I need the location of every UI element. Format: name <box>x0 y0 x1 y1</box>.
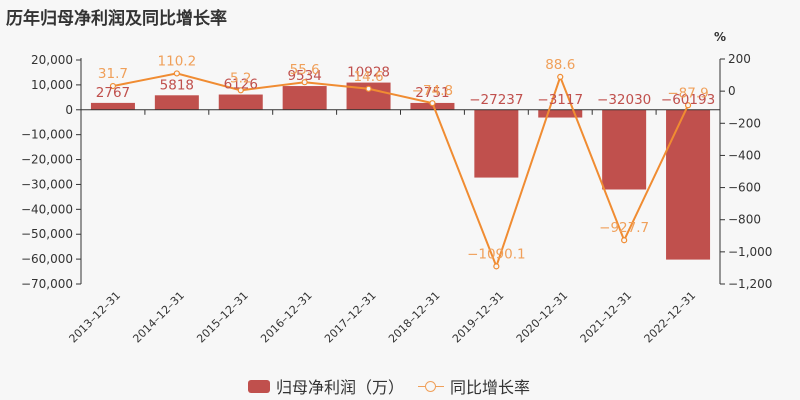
bar-value-label: 5818 <box>160 77 194 93</box>
left-axis-tick-label: −10,000 <box>21 128 73 142</box>
right-axis-tick-label: −800 <box>728 213 761 227</box>
line-point-marker[interactable] <box>365 85 372 92</box>
bar-value-label: −27237 <box>469 92 523 108</box>
left-axis-tick-label: 10,000 <box>31 78 73 92</box>
legend-bar-swatch[interactable] <box>248 379 270 393</box>
left-axis-tick-label: −50,000 <box>21 227 73 241</box>
line-value-label: −87.9 <box>667 85 708 101</box>
bar[interactable] <box>154 95 199 110</box>
right-axis-tick-label: −1,200 <box>728 277 772 291</box>
line-value-label: 31.7 <box>98 66 128 82</box>
line-value-label: 55.6 <box>290 62 320 78</box>
left-axis-tick-label: −70,000 <box>21 277 73 291</box>
line-point-marker[interactable] <box>493 263 500 270</box>
bar-value-label: 2751 <box>415 85 449 101</box>
chart-legend: 归母净利润（万） 同比增长率 <box>248 374 530 398</box>
x-axis-tick-label: 2015–12–31 <box>194 289 251 346</box>
bar-value-label: 2767 <box>96 85 130 101</box>
x-axis-tick-label: 2016–12–31 <box>258 289 315 346</box>
bar-value-label: 10928 <box>347 65 390 81</box>
right-axis-tick-label: 0 <box>728 84 736 98</box>
x-axis-tick-label: 2014–12–31 <box>130 289 187 346</box>
x-axis-tick-label: 2019–12–31 <box>450 289 507 346</box>
growth-rate-line[interactable] <box>112 72 689 270</box>
line-point-marker[interactable] <box>684 102 692 109</box>
legend-bar-label[interactable]: 归母净利润（万） <box>276 378 405 397</box>
bar[interactable] <box>282 86 327 110</box>
bar[interactable] <box>538 109 583 118</box>
right-axis-tick-label: −200 <box>728 116 761 130</box>
line-value-label: −74.8 <box>412 83 453 99</box>
line-point-marker[interactable] <box>621 237 628 244</box>
bar[interactable] <box>602 109 647 190</box>
x-axis-tick-label: 2018–12–31 <box>386 289 443 346</box>
right-axis-tick-label: −1,000 <box>728 245 772 259</box>
bar-value-label: −32030 <box>597 92 651 108</box>
line-value-label: 88.6 <box>545 57 575 73</box>
legend-line-symbol-icon[interactable] <box>418 379 445 393</box>
right-axis-tick-label: 200 <box>728 52 751 66</box>
left-axis-tick-label: −30,000 <box>21 177 73 191</box>
line-point-marker[interactable] <box>557 73 564 81</box>
left-axis-tick-label: 20,000 <box>31 53 73 67</box>
bar-value-label: 9534 <box>287 68 321 84</box>
x-axis-tick-label: 2017–12–31 <box>322 289 379 346</box>
x-axis-tick-label: 2022–12–31 <box>642 289 699 346</box>
line-value-label: 5.2 <box>230 70 251 86</box>
line-point-marker[interactable] <box>301 79 308 86</box>
right-axis-unit: % <box>714 30 726 44</box>
bar[interactable] <box>218 94 263 110</box>
line-value-label: −927.7 <box>599 220 649 236</box>
bar-value-label: −60193 <box>661 92 715 108</box>
bar-value-label: 6126 <box>224 77 258 93</box>
left-axis-tick-label: −40,000 <box>21 202 73 216</box>
chart-title: 历年归母净利润及同比增长率 <box>6 9 227 29</box>
bar-value-label: −3117 <box>537 92 583 108</box>
left-axis-tick-label: −20,000 <box>21 153 73 167</box>
line-point-marker[interactable] <box>109 82 117 90</box>
right-axis-tick-label: −400 <box>728 148 761 162</box>
bar[interactable] <box>666 109 711 260</box>
x-axis-tick-label: 2021–12–31 <box>578 289 635 346</box>
line-point-marker[interactable] <box>429 100 436 107</box>
left-axis-tick-label: −60,000 <box>21 252 73 266</box>
line-point-marker[interactable] <box>173 70 180 77</box>
left-axis-tick-label: 0 <box>65 103 73 117</box>
right-axis-tick-label: −600 <box>728 181 761 195</box>
bar[interactable] <box>410 102 455 110</box>
bar[interactable] <box>474 109 519 178</box>
line-point-marker[interactable] <box>237 87 244 94</box>
legend-line-label[interactable]: 同比增长率 <box>450 378 531 397</box>
line-value-label: 110.2 <box>158 53 197 69</box>
line-value-label: 14.6 <box>354 69 384 85</box>
x-axis-tick-label: 2020–12–31 <box>514 289 571 346</box>
bar[interactable] <box>90 102 135 110</box>
line-value-label: −1090.1 <box>467 246 526 262</box>
x-axis-tick-label: 2013–12–31 <box>67 289 124 346</box>
